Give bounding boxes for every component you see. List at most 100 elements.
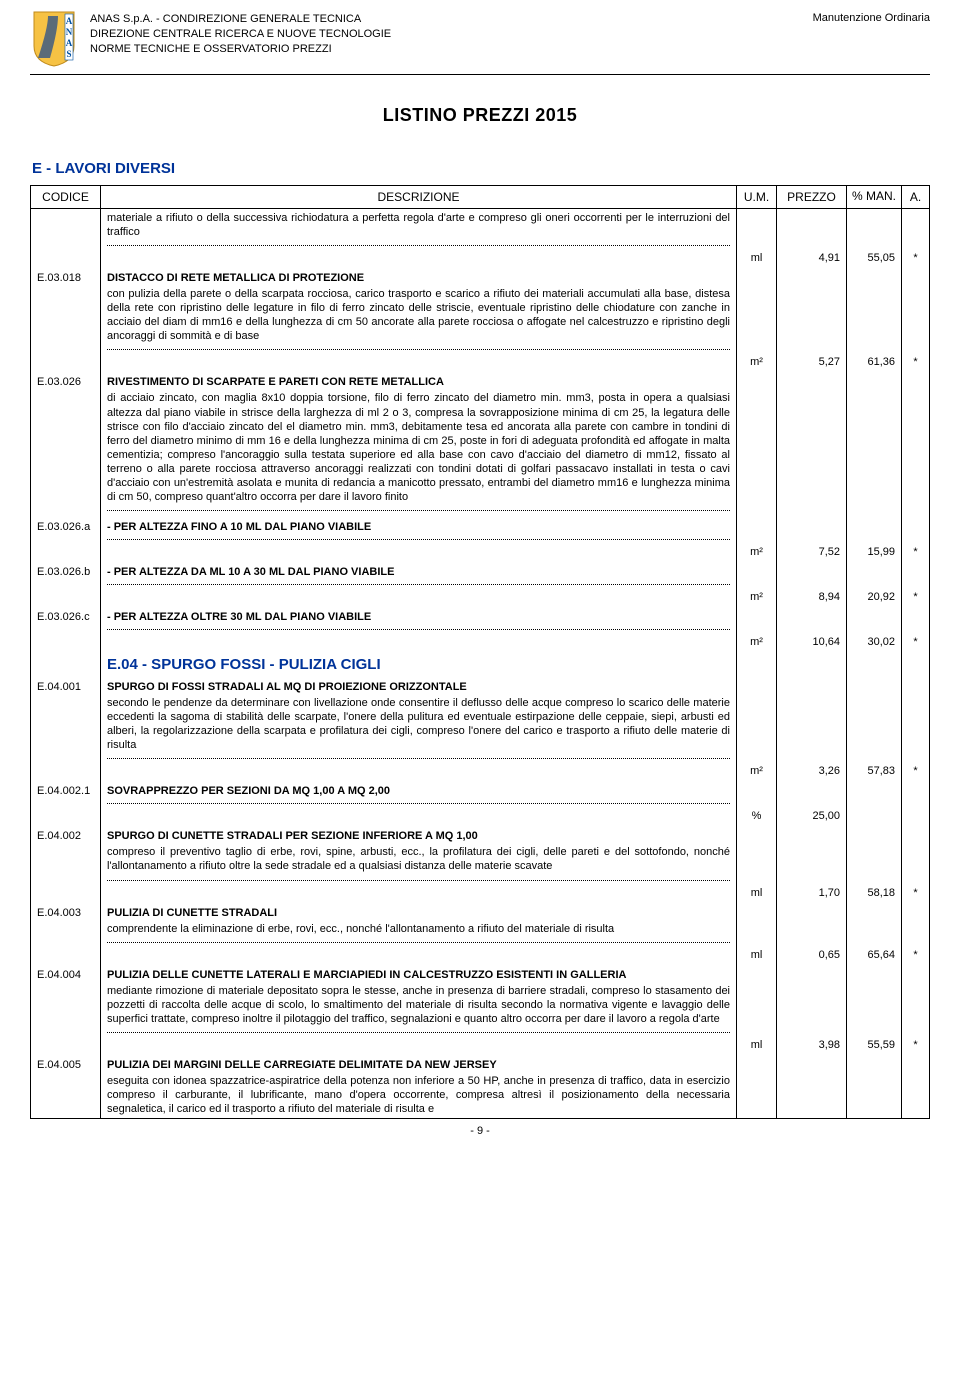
svg-text:N: N [66, 27, 73, 37]
um-cell: m² [737, 634, 777, 650]
a-cell: * [902, 947, 930, 963]
dotted-separator [107, 1032, 730, 1033]
table-row: E.04.002 SPURGO DI CUNETTE STRADALI PER S… [31, 828, 930, 884]
table-row: E.03.026.b - PER ALTEZZA DA ML 10 A 30 ML… [31, 564, 930, 589]
code-cell: E.04.002 [31, 828, 101, 884]
um-cell: ml [737, 885, 777, 901]
um-cell: ml [737, 250, 777, 266]
section-title: E - LAVORI DIVERSI [32, 160, 930, 177]
shield-icon: A N A S [30, 10, 78, 68]
org-line-2: DIREZIONE CENTRALE RICERCA E NUOVE TECNO… [90, 27, 813, 42]
page-number: - 9 - [30, 1125, 930, 1137]
item-title: SPURGO DI CUNETTE STRADALI PER SEZIONE I… [107, 830, 730, 842]
document-title: LISTINO PREZZI 2015 [30, 105, 930, 126]
dotted-separator [107, 245, 730, 246]
man-cell: 65,64 [847, 947, 902, 963]
item-title: - PER ALTEZZA DA ML 10 A 30 ML DAL PIANO… [107, 566, 730, 578]
item-text: comprendente la eliminazione di erbe, ro… [107, 922, 730, 936]
item-text: mediante rimozione di materiale deposita… [107, 984, 730, 1026]
price-table: CODICE DESCRIZIONE U.M. PREZZO % MAN. A.… [30, 185, 930, 1119]
man-cell: 57,83 [847, 763, 902, 779]
item-text: secondo le pendenze da determinare con l… [107, 696, 730, 752]
item-title: PULIZIA DI CUNETTE STRADALI [107, 907, 730, 919]
um-cell: m² [737, 354, 777, 370]
item-text: compreso il preventivo taglio di erbe, r… [107, 845, 730, 873]
table-row: E.03.018DISTACCO DI RETE METALLICA DI PR… [31, 270, 930, 354]
item-title: - PER ALTEZZA OLTRE 30 ML DAL PIANO VIAB… [107, 611, 730, 623]
svg-text:A: A [66, 16, 73, 26]
a-cell [902, 808, 930, 824]
code-cell: E.04.001 [31, 679, 101, 763]
um-cell: ml [737, 947, 777, 963]
a-cell: * [902, 634, 930, 650]
value-row: m²10,6430,02* [31, 634, 930, 650]
code-cell [31, 209, 101, 251]
org-line-1: ANAS S.p.A. - CONDIREZIONE GENERALE TECN… [90, 12, 813, 27]
price-cell: 25,00 [777, 808, 847, 824]
um-cell: m² [737, 763, 777, 779]
price-cell: 8,94 [777, 589, 847, 605]
um-cell: m² [737, 544, 777, 560]
table-row: E.04.002.1SOVRAPPREZZO PER SEZIONI DA MQ… [31, 783, 930, 808]
value-row: ml0,6565,64* [31, 947, 930, 963]
item-title: DISTACCO DI RETE METALLICA DI PROTEZIONE [107, 272, 730, 284]
value-row: ml3,9855,59* [31, 1037, 930, 1053]
price-cell: 7,52 [777, 544, 847, 560]
man-cell: 61,36 [847, 354, 902, 370]
man-cell: 58,18 [847, 885, 902, 901]
value-row: ml1,7058,18* [31, 885, 930, 901]
price-cell: 0,65 [777, 947, 847, 963]
dotted-separator [107, 539, 730, 540]
a-cell: * [902, 1037, 930, 1053]
table-row: E.04.005PULIZIA DEI MARGINI DELLE CARREG… [31, 1057, 930, 1119]
item-title: SPURGO DI FOSSI STRADALI AL MQ DI PROIEZ… [107, 681, 730, 693]
code-cell: E.03.026.b [31, 564, 101, 589]
um-cell: ml [737, 1037, 777, 1053]
org-lines: ANAS S.p.A. - CONDIREZIONE GENERALE TECN… [90, 10, 813, 57]
item-title: SOVRAPPREZZO PER SEZIONI DA MQ 1,00 A MQ… [107, 785, 730, 797]
table-row: E.04.001 SPURGO DI FOSSI STRADALI AL MQ D… [31, 679, 930, 763]
dotted-separator [107, 880, 730, 881]
svg-text:A: A [66, 38, 73, 48]
a-cell: * [902, 589, 930, 605]
table-row: E.04.004 PULIZIA DELLE CUNETTE LATERALI E… [31, 967, 930, 1037]
col-price: PREZZO [777, 186, 847, 209]
header-right-label: Manutenzione Ordinaria [813, 10, 930, 24]
price-cell: 5,27 [777, 354, 847, 370]
anas-logo: A N A S [30, 10, 78, 68]
table-row: E.03.026.c- PER ALTEZZA OLTRE 30 ML DAL … [31, 609, 930, 634]
item-title: PULIZIA DELLE CUNETTE LATERALI E MARCIAP… [107, 969, 730, 981]
code-cell: E.04.004 [31, 967, 101, 1037]
a-cell: * [902, 885, 930, 901]
value-row: m²8,9420,92* [31, 589, 930, 605]
item-text: materiale a rifiuto o della successiva r… [107, 211, 730, 239]
item-text: eseguita con idonea spazzatrice-aspiratr… [107, 1074, 730, 1116]
col-a: A. [902, 186, 930, 209]
page-header: A N A S ANAS S.p.A. - CONDIREZIONE GENER… [30, 10, 930, 75]
svg-text:S: S [66, 49, 71, 59]
price-cell: 3,26 [777, 763, 847, 779]
col-man: % MAN. [847, 186, 902, 209]
table-header-row: CODICE DESCRIZIONE U.M. PREZZO % MAN. A. [31, 186, 930, 209]
a-cell: * [902, 763, 930, 779]
code-cell: E.04.003 [31, 905, 101, 947]
item-title: PULIZIA DEI MARGINI DELLE CARREGIATE DEL… [107, 1059, 730, 1071]
item-text: di acciaio zincato, con maglia 8x10 dopp… [107, 391, 730, 504]
price-cell: 3,98 [777, 1037, 847, 1053]
table-row: E.03.026.a- PER ALTEZZA FINO A 10 ML DAL… [31, 519, 930, 544]
man-cell: 15,99 [847, 544, 902, 560]
price-cell: 10,64 [777, 634, 847, 650]
dotted-separator [107, 942, 730, 943]
table-row: E.03.026RIVESTIMENTO DI SCARPATE E PARET… [31, 374, 930, 515]
item-title: RIVESTIMENTO DI SCARPATE E PARETI CON RE… [107, 376, 730, 388]
subsection-row: E.04 - SPURGO FOSSI - PULIZIA CIGLI [31, 654, 930, 675]
man-cell: 30,02 [847, 634, 902, 650]
page: A N A S ANAS S.p.A. - CONDIREZIONE GENER… [0, 0, 960, 1157]
man-cell: 55,05 [847, 250, 902, 266]
a-cell: * [902, 354, 930, 370]
a-cell: * [902, 250, 930, 266]
subsection-title: E.04 - SPURGO FOSSI - PULIZIA CIGLI [107, 656, 730, 673]
a-cell: * [902, 544, 930, 560]
man-cell [847, 808, 902, 824]
code-cell: E.03.026.a [31, 519, 101, 544]
